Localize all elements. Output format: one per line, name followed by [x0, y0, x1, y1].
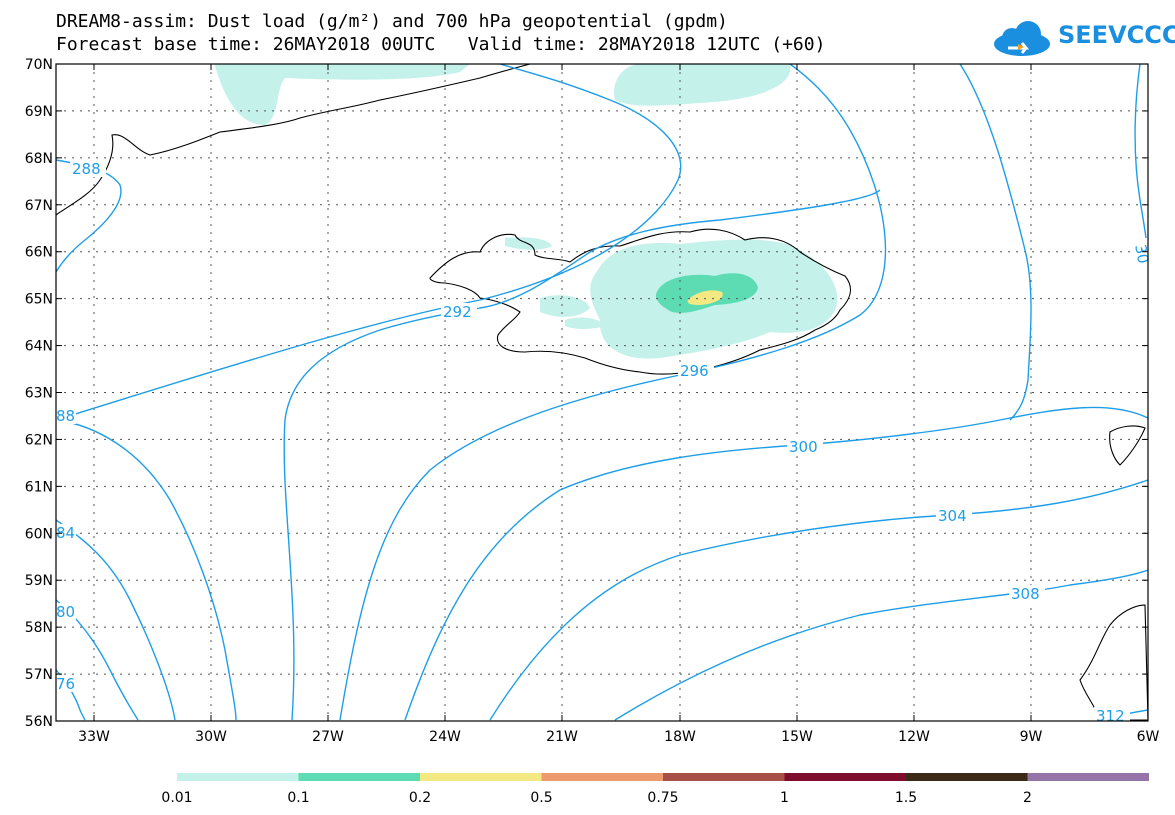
contour-label-276-west: 76: [56, 675, 75, 693]
legend-swatch: [420, 773, 542, 781]
legend-label: 2: [1023, 790, 1032, 806]
legend-label: 0.01: [161, 790, 192, 806]
chart-subtitle: Forecast base time: 26MAY2018 00UTC Vali…: [56, 34, 826, 55]
coast-iceland: [429, 228, 851, 375]
lat-label: 60N: [25, 526, 53, 542]
contour-300: [404, 406, 1148, 721]
lat-label: 65N: [25, 292, 53, 308]
legend-swatch: [177, 773, 299, 781]
dust-area-west2: [565, 317, 605, 329]
contour-label-280-west: 80: [56, 603, 75, 621]
contour-labels: 288 292 296 300 304 308 312 88 84 80 76 …: [56, 160, 1152, 725]
axis-ticks: [56, 63, 1149, 722]
contour-label-308: 308: [1011, 585, 1040, 603]
chart-title: DREAM8-assim: Dust load (g/m²) and 700 h…: [56, 11, 728, 32]
legend-label: 0.2: [409, 790, 431, 806]
seevccc-logo: [994, 21, 1050, 56]
lat-label: 56N: [25, 714, 53, 730]
lat-label: 68N: [25, 151, 53, 167]
lat-label: 63N: [25, 386, 53, 402]
legend-label: 0.1: [287, 790, 309, 806]
legend-swatch: [906, 773, 1028, 781]
lon-label: 9W: [1020, 729, 1043, 745]
contour-308: [614, 569, 1148, 721]
lat-label: 58N: [25, 620, 53, 636]
lat-label: 69N: [25, 104, 53, 120]
lon-label: 27W: [312, 729, 344, 745]
lon-label: 24W: [429, 729, 461, 745]
lon-label: 33W: [78, 729, 110, 745]
lat-label: 70N: [25, 57, 53, 73]
lon-label: 18W: [664, 729, 696, 745]
lon-label: 6W: [1137, 729, 1160, 745]
contour-292: [56, 64, 682, 421]
lon-label: 12W: [898, 729, 930, 745]
lat-label: 67N: [25, 198, 53, 214]
colorbar-legend: 0.01 0.1 0.2 0.5 0.75 1 1.5 2: [161, 773, 1149, 806]
lon-label: 15W: [781, 729, 813, 745]
legend-label: 1: [780, 790, 789, 806]
legend-swatch: [784, 773, 906, 781]
geopotential-contours: [56, 64, 1148, 721]
coast-greenland: [56, 64, 531, 216]
legend-swatch: [541, 773, 663, 781]
lat-label: 62N: [25, 432, 53, 448]
legend-swatch: [1027, 773, 1149, 781]
longitude-labels: 33W 30W 27W 24W 21W 18W 15W 12W 9W 6W: [78, 729, 1159, 745]
dust-core-02: [687, 290, 723, 305]
contour-label-296: 296: [680, 362, 709, 380]
contour-label-284-west: 84: [56, 524, 75, 542]
contour-label-292: 292: [443, 303, 472, 321]
legend-label: 0.5: [530, 790, 552, 806]
contour-296: [283, 189, 881, 721]
contour-label-300-east: 30: [1131, 243, 1152, 265]
coast-faroe: [1109, 425, 1146, 466]
lon-label: 30W: [195, 729, 227, 745]
contour-east-2: [1134, 64, 1148, 256]
latitude-labels: 70N 69N 68N 67N 66N 65N 64N 63N 62N 61N 60N 59N 58N 5…: [25, 57, 53, 730]
contour-label-300: 300: [789, 438, 818, 456]
dust-area-north: [215, 64, 470, 125]
contour-label-312: 312: [1096, 707, 1125, 725]
coastlines: [56, 64, 1148, 721]
lat-label: 61N: [25, 479, 53, 495]
contour-east-1: [959, 64, 1032, 421]
contour-west-84: [56, 519, 176, 721]
dust-area-north-east: [614, 64, 791, 106]
map-grid: [56, 64, 1148, 721]
contour-label-288: 288: [72, 160, 101, 178]
legend-label: 1.5: [895, 790, 917, 806]
lat-label: 57N: [25, 667, 53, 683]
cloud-icon: [994, 21, 1050, 56]
legend-swatch: [298, 773, 420, 781]
lat-label: 64N: [25, 339, 53, 355]
contour-label-304: 304: [938, 507, 967, 525]
contour-296-south: [339, 64, 887, 721]
legend-label: 0.75: [647, 790, 678, 806]
lat-label: 66N: [25, 245, 53, 261]
lat-label: 59N: [25, 573, 53, 589]
dust-fill-layer: [215, 64, 838, 359]
lon-label: 21W: [546, 729, 578, 745]
dust-area-west: [540, 295, 590, 317]
contour-west-88: [56, 419, 237, 721]
logo-text: SEEVCCC: [1058, 21, 1175, 49]
legend-swatch: [663, 773, 785, 781]
coast-scotland: [1079, 604, 1148, 721]
contour-label-288-west: 88: [56, 407, 75, 425]
contour-304: [489, 479, 1148, 721]
